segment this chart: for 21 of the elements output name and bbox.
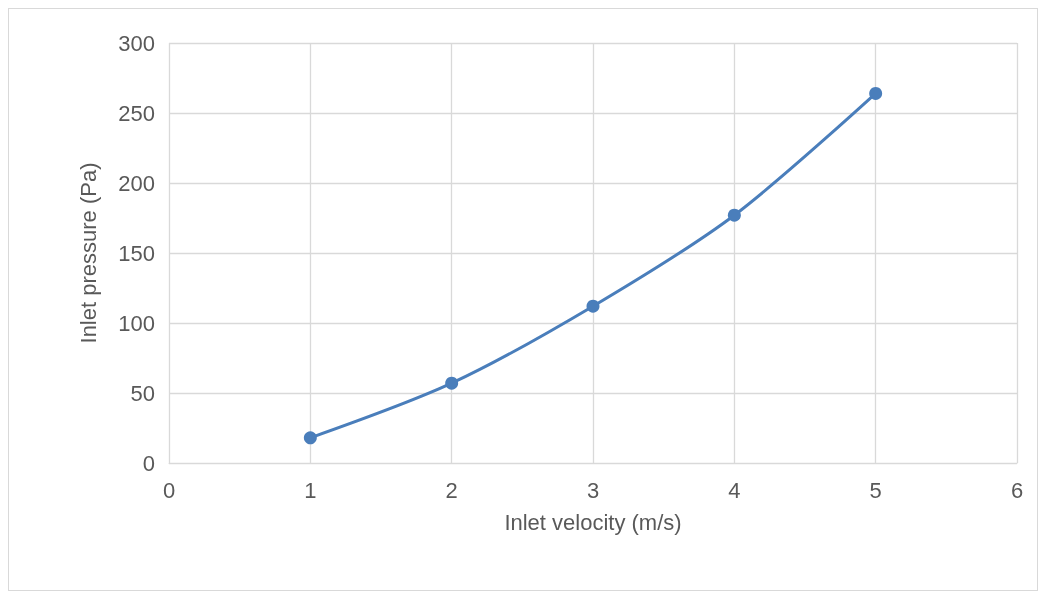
x-tick-label: 5 xyxy=(869,477,882,503)
x-tick-label: 1 xyxy=(304,477,317,503)
point xyxy=(869,86,883,100)
y-tick-label: 0 xyxy=(142,450,155,476)
point xyxy=(445,376,459,390)
x-axis-title: Inlet velocity (m/s) xyxy=(504,509,682,535)
y-tick-label: 250 xyxy=(118,100,155,126)
y-axis-title: Inlet pressure (Pa) xyxy=(75,162,101,344)
y-tick-label: 100 xyxy=(118,310,155,336)
x-tick-label: 6 xyxy=(1010,477,1024,503)
y-tick-label: 150 xyxy=(118,240,155,266)
y-tick-label: 200 xyxy=(118,170,155,196)
x-tick-label: 3 xyxy=(586,477,600,503)
y-tick-label: 50 xyxy=(130,380,155,406)
x-tick-label: 0 xyxy=(162,477,176,503)
point xyxy=(586,299,600,313)
x-tick-label: 4 xyxy=(728,477,741,503)
point xyxy=(727,208,741,222)
x-tick-label: 2 xyxy=(445,477,458,503)
y-tick-label: 300 xyxy=(118,30,155,56)
point xyxy=(303,431,317,445)
